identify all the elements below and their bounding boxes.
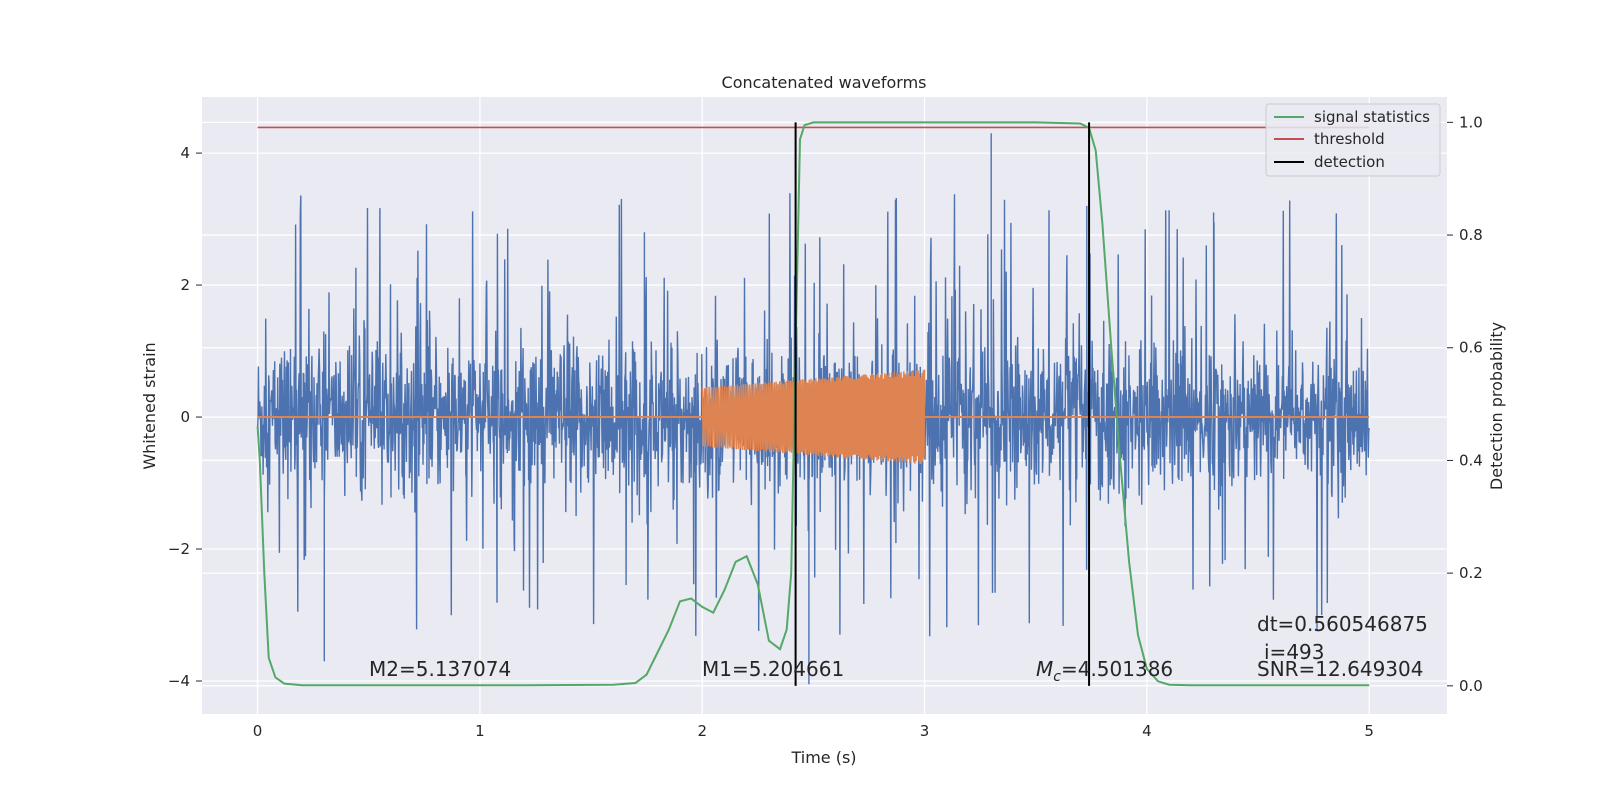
y-axis-right: 0.0 0.2 0.4 0.6 0.8 1.0 [1447, 113, 1483, 695]
annotation-mc-value: =4.501386 [1061, 657, 1173, 681]
legend-box [1265, 103, 1441, 177]
y-tick-label: 2 [180, 276, 190, 294]
annotation-i: i=493 [1264, 640, 1325, 664]
x-tick-label: 2 [697, 722, 707, 740]
x-tick-label: 3 [920, 722, 930, 740]
annotation-mc: Mc=4.501386 [1036, 657, 1173, 685]
injection-series-line [701, 369, 926, 465]
y2-tick-label: 1.0 [1459, 113, 1483, 131]
legend: signal statistics threshold detection [1265, 103, 1441, 177]
x-tick-label: 0 [253, 722, 263, 740]
x-tick-label: 4 [1142, 722, 1152, 740]
annotation-mc-sub: c [1053, 669, 1061, 685]
annotation-dt: dt=0.560546875 [1257, 612, 1428, 636]
annotation-m1: M1=5.204661 [702, 657, 844, 681]
y-tick-label: −2 [168, 540, 190, 558]
y-axis-label: Whitened strain [140, 342, 159, 469]
plot-area [256, 121, 1370, 687]
annotation-m2: M2=5.137074 [369, 657, 511, 681]
y2-tick-label: 0.8 [1459, 226, 1483, 244]
y2-tick-label: 0.2 [1459, 564, 1483, 582]
y-tick-label: −4 [168, 672, 190, 690]
x-tick-label: 1 [475, 722, 485, 740]
x-tick-label: 5 [1364, 722, 1374, 740]
y2-tick-label: 0.0 [1459, 677, 1483, 695]
legend-label-detection: detection [1314, 153, 1385, 171]
annotation-snr: SNR=12.649304 [1257, 657, 1423, 681]
y2-tick-label: 0.6 [1459, 339, 1483, 357]
signal-statistics-line [256, 121, 1370, 687]
y2-tick-label: 0.4 [1459, 451, 1483, 469]
annotation-mc-symbol: M [1036, 657, 1053, 681]
y-axis-left: −4 −2 0 2 4 [168, 144, 202, 690]
legend-label-threshold: threshold [1314, 130, 1385, 148]
y-tick-label: 0 [180, 408, 190, 426]
legend-label-signal-statistics: signal statistics [1314, 108, 1430, 126]
chart-title: Concatenated waveforms [722, 73, 927, 92]
y-tick-label: 4 [180, 144, 190, 162]
detection-lines [794, 122, 1091, 686]
y2-axis-label: Detection probability [1487, 322, 1506, 490]
x-axis: 0 1 2 3 4 5 [253, 722, 1374, 740]
x-axis-label: Time (s) [790, 748, 856, 767]
